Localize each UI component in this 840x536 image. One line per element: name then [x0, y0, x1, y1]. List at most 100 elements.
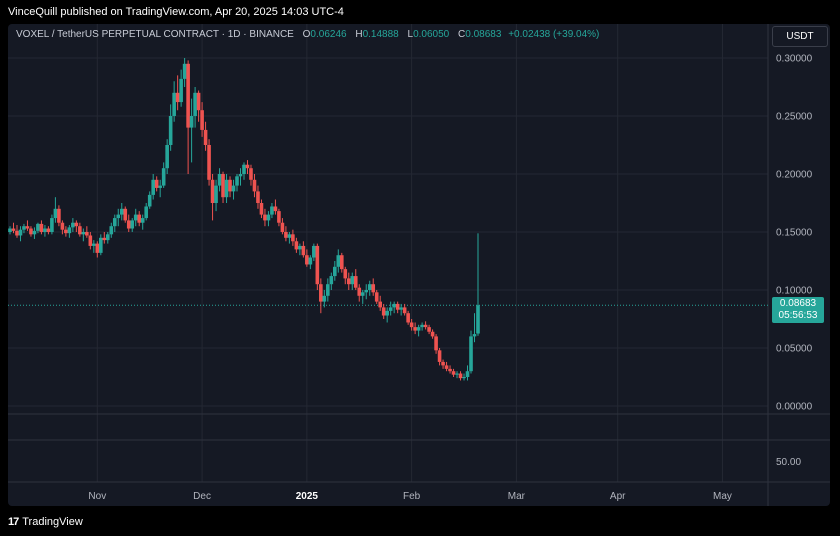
candle-body	[273, 206, 278, 212]
time-axis-label: Apr	[610, 491, 626, 502]
candle-body	[406, 313, 410, 323]
candle-body	[15, 230, 19, 236]
candle-body	[343, 269, 348, 279]
candle-body	[39, 223, 44, 232]
currency-button[interactable]: USDT	[772, 26, 828, 47]
candle-body	[364, 290, 369, 293]
candle-body	[284, 232, 288, 238]
price-axis-label: 0.05000	[776, 344, 813, 355]
candle-body	[214, 185, 218, 203]
candle-body	[203, 129, 208, 145]
candle-body	[256, 191, 260, 203]
legend-close-label: C	[458, 29, 466, 40]
candle-body	[287, 234, 292, 238]
candle-body	[32, 230, 37, 235]
chart-frame[interactable]: 0.30000 0.25000 0.20000 0.15000 0.10000 0.050…	[8, 24, 830, 506]
candle-body	[444, 365, 449, 369]
legend-low: 0.06050	[413, 29, 450, 40]
candle-body	[329, 276, 334, 285]
candle-body	[263, 214, 267, 221]
top-bar: VinceQuill published on TradingView.com,…	[0, 0, 840, 24]
candle-body	[189, 116, 194, 128]
candle-body	[50, 218, 54, 232]
tradingview-logo[interactable]: 17 TradingView	[8, 516, 83, 528]
candle-body	[259, 203, 264, 215]
candle-body	[367, 284, 372, 290]
candle-body	[179, 78, 183, 103]
candle-body	[130, 220, 135, 229]
candle-body	[175, 92, 180, 103]
candle-body	[74, 222, 79, 227]
candle-body	[458, 373, 463, 379]
candle-body	[360, 292, 365, 296]
candle-body	[53, 208, 58, 219]
candle-body	[420, 324, 424, 328]
tradingview-logo-text: TradingView	[22, 516, 83, 528]
candle-body	[123, 208, 128, 221]
candle-body	[455, 373, 459, 375]
candle-body	[137, 214, 142, 223]
candle-body	[186, 63, 190, 128]
candle-body	[57, 208, 61, 223]
candle-body	[437, 350, 442, 362]
candle-body	[270, 206, 274, 215]
legend-open: 0.06246	[310, 29, 347, 40]
price-axis-label: 0.10000	[776, 286, 813, 297]
candle-body	[133, 214, 138, 221]
candle-body	[312, 245, 316, 258]
candle-body	[336, 255, 341, 267]
price-axis-label: 0.00000	[776, 402, 813, 413]
candle-body	[266, 214, 271, 221]
time-axis-label: Nov	[88, 491, 106, 502]
candle-body	[98, 237, 103, 253]
candle-body	[430, 331, 435, 337]
price-axis-label: 0.30000	[776, 54, 813, 65]
legend-symbol: VOXEL / TetherUS PERPETUAL CONTRACT · 1D…	[16, 29, 294, 40]
candle-body	[78, 226, 82, 235]
candle-body	[235, 176, 239, 186]
candle-body	[85, 232, 89, 236]
candle-body	[346, 278, 351, 285]
legend-change: +0.02438 (+39.04%)	[508, 29, 600, 40]
candle-body	[462, 377, 466, 379]
candle-body	[451, 371, 456, 375]
candle-body	[249, 168, 253, 180]
time-axis-label: May	[713, 491, 732, 502]
candle-body	[326, 284, 330, 296]
candle-body	[319, 284, 323, 302]
candle-body	[378, 301, 383, 308]
candle-body	[168, 116, 173, 145]
candle-body	[144, 206, 149, 219]
candle-body	[374, 292, 379, 302]
candle-body	[409, 322, 414, 328]
candle-body	[105, 234, 110, 241]
candle-body	[8, 228, 12, 232]
candle-body	[252, 179, 257, 192]
candle-body	[36, 223, 40, 231]
candle-body	[339, 255, 344, 270]
candle-body	[217, 174, 222, 186]
legend-high: 0.14888	[362, 29, 399, 40]
candle-body	[315, 245, 320, 285]
candle-body	[119, 208, 124, 215]
candle-body	[231, 185, 236, 192]
candle-body	[413, 327, 417, 331]
candle-body	[182, 63, 187, 79]
footer: 17 TradingView	[0, 506, 840, 536]
candle-body	[112, 218, 117, 227]
candle-body	[238, 174, 243, 177]
candle-body	[245, 164, 250, 169]
time-axis-label: Feb	[403, 491, 421, 502]
candle-body	[465, 371, 470, 377]
price-axis-label: 0.20000	[776, 170, 813, 181]
candle-body	[308, 257, 313, 265]
legend-open-label: O	[302, 29, 311, 40]
time-axis-label: Dec	[193, 491, 211, 502]
price-axis-label: 0.25000	[776, 112, 813, 123]
time-axis-label: Mar	[508, 491, 526, 502]
candle-body	[102, 237, 107, 241]
candle-body	[322, 295, 327, 302]
candle-body	[301, 245, 306, 256]
candlestick-chart[interactable]: 0.30000 0.25000 0.20000 0.15000 0.10000 0.050…	[8, 24, 830, 506]
candle-body	[469, 336, 473, 372]
